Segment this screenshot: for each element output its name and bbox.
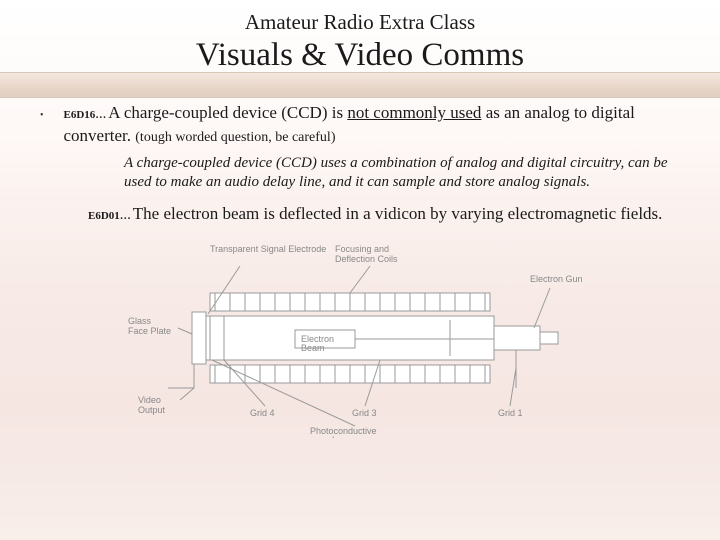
label-grid3: Grid 3 — [352, 408, 377, 418]
header: Amateur Radio Extra Class Visuals & Vide… — [0, 0, 720, 74]
page-title: Visuals & Video Comms — [0, 37, 720, 74]
item1-pre: A charge-coupled device (CCD) is — [108, 103, 347, 122]
label-glass-1: Glass — [128, 316, 152, 326]
label-glass-2: Face Plate — [128, 326, 171, 336]
diagram-container: Transparent Signal Electrode Focusing an… — [40, 238, 680, 438]
vidicon-diagram: Transparent Signal Electrode Focusing an… — [120, 238, 600, 438]
bullet-item-1: • E6D16…A charge-coupled device (CCD) is… — [40, 102, 680, 148]
label-grid4: Grid 4 — [250, 408, 275, 418]
label-coils-1: Focusing and — [335, 244, 389, 254]
label-beam-2: Beam — [301, 343, 325, 353]
bullet-dot-icon: • — [40, 110, 44, 121]
label-gun: Electron Gun — [530, 274, 583, 284]
item2-text: The electron beam is deflected in a vidi… — [133, 204, 663, 223]
content: • E6D16…A charge-coupled device (CCD) is… — [0, 74, 720, 438]
supertitle: Amateur Radio Extra Class — [0, 10, 720, 35]
label-coils-2: Deflection Coils — [335, 254, 398, 264]
label-photo-2b: Layer — [332, 435, 355, 438]
bullet-item-2: E6D01…The electron beam is deflected in … — [88, 203, 680, 226]
item1-ref: E6D16… — [64, 109, 107, 121]
item1-paren: (tough worded question, be careful) — [135, 130, 335, 145]
label-grid1: Grid 1 — [498, 408, 523, 418]
explanatory-note: A charge-coupled device (CCD) uses a com… — [124, 154, 680, 193]
label-video-1: Video — [138, 395, 161, 405]
item2-ref: E6D01… — [88, 210, 131, 222]
item1-underline: not commonly used — [347, 103, 481, 122]
label-transparent-1: Transparent Signal Electrode — [210, 244, 326, 254]
label-video-2: Output — [138, 405, 166, 415]
item1-text: E6D16…A charge-coupled device (CCD) is n… — [64, 102, 680, 148]
